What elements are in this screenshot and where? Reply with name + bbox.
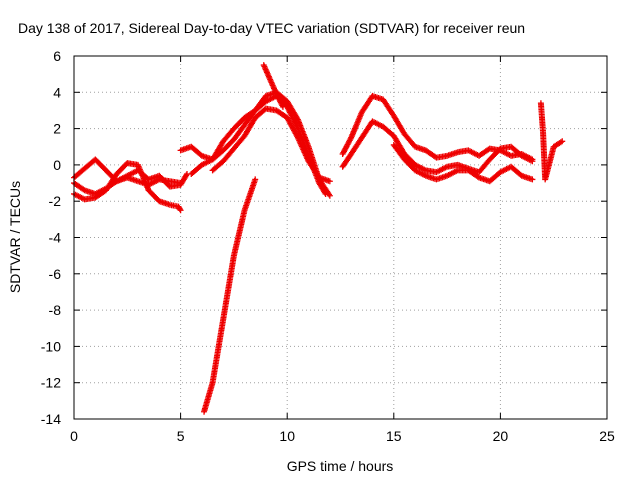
y-tick-label: -8 [49,302,62,318]
x-tick-label: 20 [493,428,509,444]
y-tick-label: -10 [41,338,61,354]
chart-title: Day 138 of 2017, Sidereal Day-to-day VTE… [18,20,525,36]
y-tick-label: 4 [53,84,61,100]
ticks-layer: 0 5 10 15 20 25 -14 -12 -10 -8 -6 -4 -2 0 2 4 6 [41,48,615,444]
y-tick-label: 0 [53,157,61,173]
x-tick-label: 0 [70,428,78,444]
x-tick-label: 10 [279,428,295,444]
data-point [177,207,184,214]
y-axis-label: SDTVAR / TECUs [7,181,23,293]
y-tick-label: 2 [53,121,61,137]
x-tick-label: 25 [599,428,615,444]
data-point [326,178,333,185]
data-points-layer [71,62,566,415]
y-tick-label: -4 [49,230,62,246]
grid-layer [74,56,607,419]
data-point [529,158,536,165]
data-point [326,192,333,199]
plot-frame [73,55,608,420]
data-point [177,180,184,187]
data-point [559,138,566,145]
y-tick-label: 6 [53,48,61,64]
x-axis-label: GPS time / hours [287,458,394,474]
y-tick-label: -2 [49,193,62,209]
y-tick-label: -14 [41,411,61,427]
x-tick-label: 15 [386,428,402,444]
data-point [279,103,286,110]
data-point [529,176,536,183]
data-point-interp [176,206,183,213]
data-point [252,176,259,183]
x-tick-label: 5 [177,428,185,444]
y-tick-label: -12 [41,375,61,391]
y-tick-label: -6 [49,266,62,282]
